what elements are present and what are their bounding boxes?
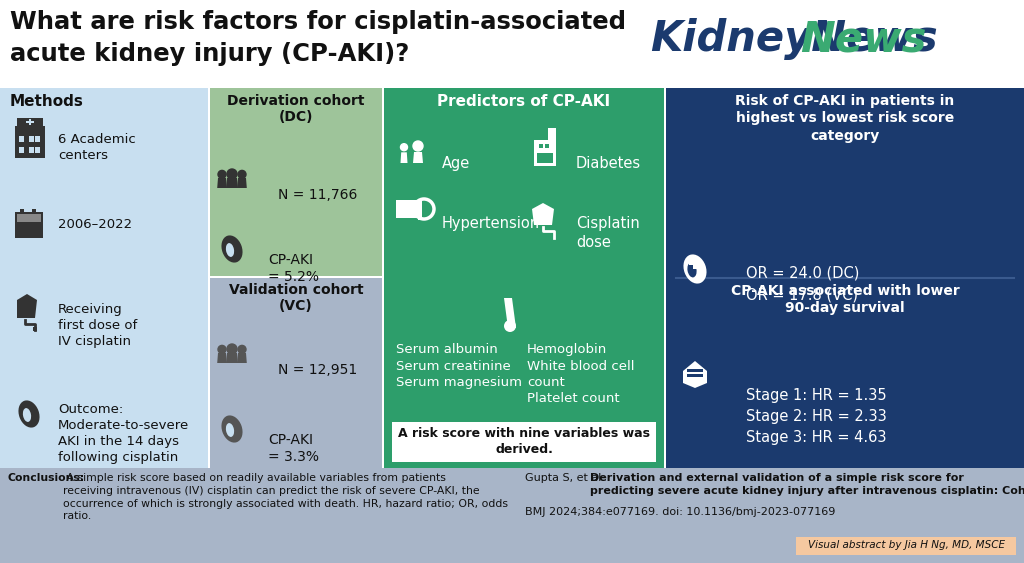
Bar <box>693 256 697 269</box>
Bar <box>392 422 656 462</box>
Text: Hypertension: Hypertension <box>442 216 540 231</box>
Text: N = 12,951: N = 12,951 <box>278 363 357 377</box>
Ellipse shape <box>687 262 696 278</box>
Circle shape <box>400 144 408 151</box>
Text: OR = 24.0 (DC)
OR = 17.8 (VC): OR = 24.0 (DC) OR = 17.8 (VC) <box>746 266 859 302</box>
Bar <box>35 147 40 153</box>
Polygon shape <box>683 361 707 388</box>
Polygon shape <box>217 353 226 363</box>
Bar <box>20 209 24 214</box>
Text: CP-AKI
= 5.2%: CP-AKI = 5.2% <box>268 253 319 284</box>
Text: CP-AKI associated with lower
90-day survival: CP-AKI associated with lower 90-day surv… <box>731 284 959 315</box>
Polygon shape <box>238 178 247 188</box>
Bar <box>15 126 45 158</box>
Ellipse shape <box>23 408 31 422</box>
Bar <box>534 140 556 166</box>
Bar <box>19 147 24 153</box>
Bar <box>17 214 41 222</box>
Text: Receiving
first dose of
IV cisplatin: Receiving first dose of IV cisplatin <box>58 303 137 348</box>
Text: Risk of CP-AKI in patients in
highest vs lowest risk score
category: Risk of CP-AKI in patients in highest vs… <box>735 94 954 142</box>
Bar <box>15 212 43 238</box>
Ellipse shape <box>221 235 243 262</box>
Text: Derivation and external validation of a simple risk score for
predicting severe : Derivation and external validation of a … <box>590 473 1024 496</box>
Bar <box>666 88 1024 468</box>
Bar <box>418 206 422 220</box>
Ellipse shape <box>226 423 234 437</box>
Bar <box>210 278 382 468</box>
Ellipse shape <box>221 415 243 443</box>
Text: Visual abstract by Jia H Ng, MD, MSCE: Visual abstract by Jia H Ng, MD, MSCE <box>808 540 1005 550</box>
Ellipse shape <box>683 254 707 284</box>
Text: N = 11,766: N = 11,766 <box>278 188 357 202</box>
Polygon shape <box>217 178 226 188</box>
Bar <box>33 327 37 331</box>
Bar <box>19 136 24 142</box>
Polygon shape <box>238 353 247 363</box>
Text: Serum albumin
Serum creatinine
Serum magnesium: Serum albumin Serum creatinine Serum mag… <box>396 343 522 389</box>
Text: Predictors of CP-AKI: Predictors of CP-AKI <box>437 94 610 109</box>
Text: Outcome:
Moderate-to-severe
AKI in the 14 days
following cisplatin: Outcome: Moderate-to-severe AKI in the 1… <box>58 403 189 464</box>
Bar <box>539 144 543 148</box>
Bar <box>26 121 34 123</box>
Text: Derivation cohort
(DC): Derivation cohort (DC) <box>227 94 365 124</box>
Bar <box>32 209 36 214</box>
Bar <box>0 468 1024 563</box>
Polygon shape <box>532 203 554 225</box>
Text: 6 Academic
centers: 6 Academic centers <box>58 133 136 162</box>
Circle shape <box>238 171 246 178</box>
Text: Age: Age <box>442 156 470 171</box>
Bar <box>29 147 34 153</box>
Circle shape <box>227 344 237 354</box>
Bar <box>29 119 31 125</box>
Text: A risk score with nine variables was
derived.: A risk score with nine variables was der… <box>398 427 650 456</box>
Text: BMJ 2024;384:e077169. doi: 10.1136/bmj-2023-077169: BMJ 2024;384:e077169. doi: 10.1136/bmj-2… <box>525 507 836 517</box>
Bar <box>17 118 43 126</box>
Bar <box>548 128 556 142</box>
Text: What are risk factors for cisplatin-associated: What are risk factors for cisplatin-asso… <box>10 10 626 34</box>
Bar <box>29 136 34 142</box>
Bar <box>0 0 1024 88</box>
Text: Validation cohort
(VC): Validation cohort (VC) <box>228 283 364 313</box>
Text: Stage 1: HR = 1.35
Stage 2: HR = 2.33
Stage 3: HR = 4.63: Stage 1: HR = 1.35 Stage 2: HR = 2.33 St… <box>746 388 887 445</box>
Circle shape <box>504 320 516 332</box>
Bar <box>687 374 703 377</box>
Circle shape <box>227 169 237 179</box>
Text: Methods: Methods <box>10 94 84 109</box>
Text: acute kidney injury (CP-AKI)?: acute kidney injury (CP-AKI)? <box>10 42 410 66</box>
Text: A simple risk score based on readily available variables from patients
receiving: A simple risk score based on readily ava… <box>63 473 508 521</box>
Text: Hemoglobin
White blood cell
count
Platelet count: Hemoglobin White blood cell count Platel… <box>527 343 635 405</box>
Circle shape <box>413 141 423 151</box>
Bar <box>384 88 664 468</box>
Ellipse shape <box>18 400 40 427</box>
Text: CP-AKI
= 3.3%: CP-AKI = 3.3% <box>268 433 319 464</box>
Polygon shape <box>226 178 238 188</box>
Text: News: News <box>800 18 927 60</box>
Bar <box>396 200 422 218</box>
Polygon shape <box>226 353 238 363</box>
Text: KidneyNews: KidneyNews <box>650 18 938 60</box>
Ellipse shape <box>226 243 234 257</box>
Text: Conclusions:: Conclusions: <box>8 473 85 483</box>
Bar <box>0 88 208 468</box>
Circle shape <box>238 345 246 354</box>
Bar <box>35 136 40 142</box>
Text: 2006–2022: 2006–2022 <box>58 218 132 231</box>
Polygon shape <box>413 152 423 163</box>
Bar <box>537 153 553 163</box>
Polygon shape <box>504 298 516 328</box>
Bar <box>545 144 549 148</box>
Bar <box>687 369 703 372</box>
Bar <box>796 537 1016 555</box>
Text: Cisplatin
dose: Cisplatin dose <box>575 216 640 249</box>
Polygon shape <box>400 153 408 163</box>
Circle shape <box>218 171 226 178</box>
Circle shape <box>218 345 226 354</box>
Text: Gupta S, et al.: Gupta S, et al. <box>525 473 608 483</box>
Polygon shape <box>17 294 37 318</box>
Bar <box>689 260 701 265</box>
Text: Diabetes: Diabetes <box>575 156 641 171</box>
Bar <box>210 88 382 276</box>
